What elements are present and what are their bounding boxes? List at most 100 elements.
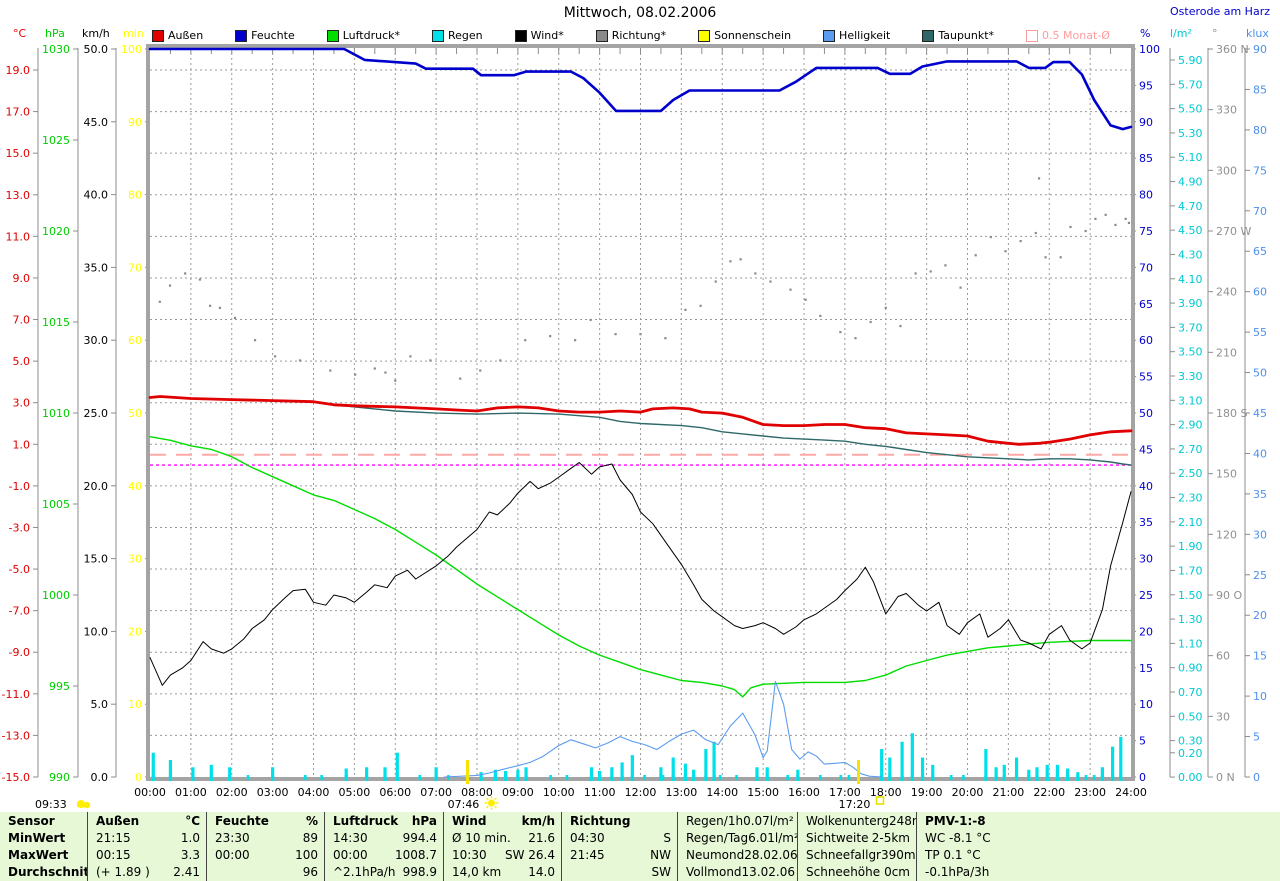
legend-item-richtung: Richtung* [595,29,666,42]
axis-tick-label: 45 [1253,407,1267,420]
cell-text-left: 04:30 [570,830,605,845]
time-tick-label: 09:00 [502,786,534,799]
axis-tick-label: 4.30 [1178,248,1203,261]
axis-tick-label: 30 [128,553,142,566]
legend-swatch-sonnenschein [698,29,711,42]
cell-text-right: hPa [411,813,437,828]
cell-text-left: TP 0.1 °C [925,848,981,863]
axis-tick-label: 75 [1139,225,1153,238]
axis-tick-label: -3.0 [9,521,30,534]
axis-tick-label: 30.0 [84,334,109,347]
legend-label: Sonnenschein [714,29,792,42]
axis-tick-label: 20 [1139,625,1153,638]
legend-item-feuchte: Feuchte [235,29,295,42]
grid-lines [150,48,1131,777]
axis-tick-label: 25.0 [84,407,109,420]
axis-tick-label: 15 [1139,662,1153,675]
legend-swatch-luftdruck [326,29,339,42]
table-cell-luftdruck: Luftdruck hPa [324,812,443,830]
cell-text-right: 2-5km [871,830,910,845]
axis-tick-label: 40 [1253,447,1267,460]
station-name: Osterode am Harz [1170,5,1270,18]
axis-tick-label: 19.0 [6,64,31,77]
axis-tick-label: 50 [1253,367,1267,380]
axis-tick-label: 0.20 [1178,747,1203,760]
axis-tick-label: 4.90 [1178,176,1203,189]
table-cell-richtung: 21:45 NW [561,846,677,864]
axis-hpa-left: 1030 1025 1020 1015 1010 1005 1000 995 990 [42,43,79,784]
table-row-label: Sensor [8,813,55,828]
table-row-durchschnitt: Durchschnitt (+ 1.89 ) 2.41 96 ^2.1hPa/h 998.… [0,863,1280,881]
axis-tick-label: 65 [1253,245,1267,258]
series-helligkeit [443,681,883,778]
axis-tick-label: 13.0 [6,189,31,202]
axis-lm-right: 5.90 5.70 5.50 5.30 5.10 4.90 4.70 4.50 4.30 4.10… [1169,48,1203,784]
axis-tick-label: 70 [128,261,142,274]
axis-tick-label: -11.0 [2,688,30,701]
axis-tick-label: 90 O [1216,589,1242,602]
axis-tick-label: 3.30 [1178,370,1203,383]
cell-text-right: 14.0 [528,865,555,880]
table-row-label: Durchschnitt [8,865,87,880]
axis-tick-label: 0 [1253,771,1260,784]
sun-markers: 07:46 17:20 [448,760,885,811]
time-tick-label: 20:00 [952,786,984,799]
table-cell-wolken: Wolkenunterg248m [797,812,916,830]
table-row-sensor: Sensor Außen °C Feuchte% Luftdruck hPa Wind km/… [0,812,1280,830]
axis-tick-label: 10 [1139,698,1153,711]
table-cell-pmv: WC -8.1 °C [916,829,1280,847]
cell-text-left: Schneefallgr [806,848,881,863]
cell-text-left: 14,0 km [452,865,502,880]
axis-tick-label: 70 [1253,205,1267,218]
cell-text-right: 994.4 [402,830,437,845]
series-luftdruck [149,436,1132,698]
cell-text-right: 13.02.06 [741,865,795,880]
axis-tick-label: 0.0 [91,771,109,784]
axis-tick-label: 5 [1139,735,1146,748]
axis-tick-label: 60 [1216,650,1230,663]
table-cell-regen: Regen/Tag 6.01l/m² [677,829,797,847]
axis-tick-label: 1.30 [1178,613,1203,626]
cell-text-right: °C [185,813,200,828]
table-cell-feuchte: Feuchte% [206,812,324,830]
weather-chart-canvas: 19.0 17.0 15.0 13.0 11.0 9.0 7.0 5.0 3.0 1.0 -1.0 -… [2,43,1267,811]
axis-tick-label: 4.70 [1178,200,1203,213]
cell-text-left: 21:45 [570,848,605,863]
sun-cloud-icon [77,800,91,809]
axis-tick-label: 15 [1253,650,1267,663]
axis-kmh-left: 50.0 45.0 40.0 35.0 30.0 25.0 20.0 15.0 10.0 5.0 0… [84,43,117,784]
legend-item-luftdruck: Luftdruck* [326,29,400,42]
cell-text-left: Sichtweite [806,830,869,845]
cell-text-left: PMV-1:-8 [925,813,986,828]
time-tick-label: 22:00 [1033,786,1065,799]
series-feuchte [148,47,1133,131]
axis-unit-: % [1140,27,1151,40]
cell-text-left: 00:15 [96,848,131,863]
axis-tick-label: 360 N [1216,43,1249,56]
table-row-maxwert: MaxWert 00:15 3.3 00:00 100 00:00 1008.7 10:30 S… [0,846,1280,864]
axis-unit-kmh: km/h [82,27,110,40]
table-cell-aussen: (+ 1.89 ) 2.41 [87,863,206,881]
axis-unit-c: °C [13,27,27,40]
axis-tick-label: 1.0 [13,438,31,451]
axis-tick-label: 5.30 [1178,127,1203,140]
sunrise-time-label: 07:46 [448,798,480,811]
axis-tick-label: 80 [128,189,142,202]
chart-legend: Außen Feuchte Luftdruck* Regen Wind* Richtung… [152,29,1110,42]
axis-tick-label: 50 [128,407,142,420]
axis-tick-label: 30 [1216,710,1230,723]
axis-tick-label: 4.10 [1178,273,1203,286]
cell-text-left: Regen/Tag [686,830,749,845]
axis-tick-label: 1000 [42,589,70,602]
table-cell-regen: Regen/1h 0.07l/m² [677,812,797,830]
time-tick-label: 05:00 [339,786,371,799]
time-tick-label: 18:00 [870,786,902,799]
cell-text-left: 21:15 [96,830,131,845]
time-tick-label: 21:00 [993,786,1025,799]
axis-tick-label: 2.30 [1178,492,1203,505]
axis-tick-label: 0 N [1216,771,1235,784]
chart-area: 19.0 17.0 15.0 13.0 11.0 9.0 7.0 5.0 3.0 1.0 -1.0 -… [2,43,1267,811]
axis-tick-label: 10.0 [84,625,109,638]
axis-tick-label: 25 [1253,569,1267,582]
